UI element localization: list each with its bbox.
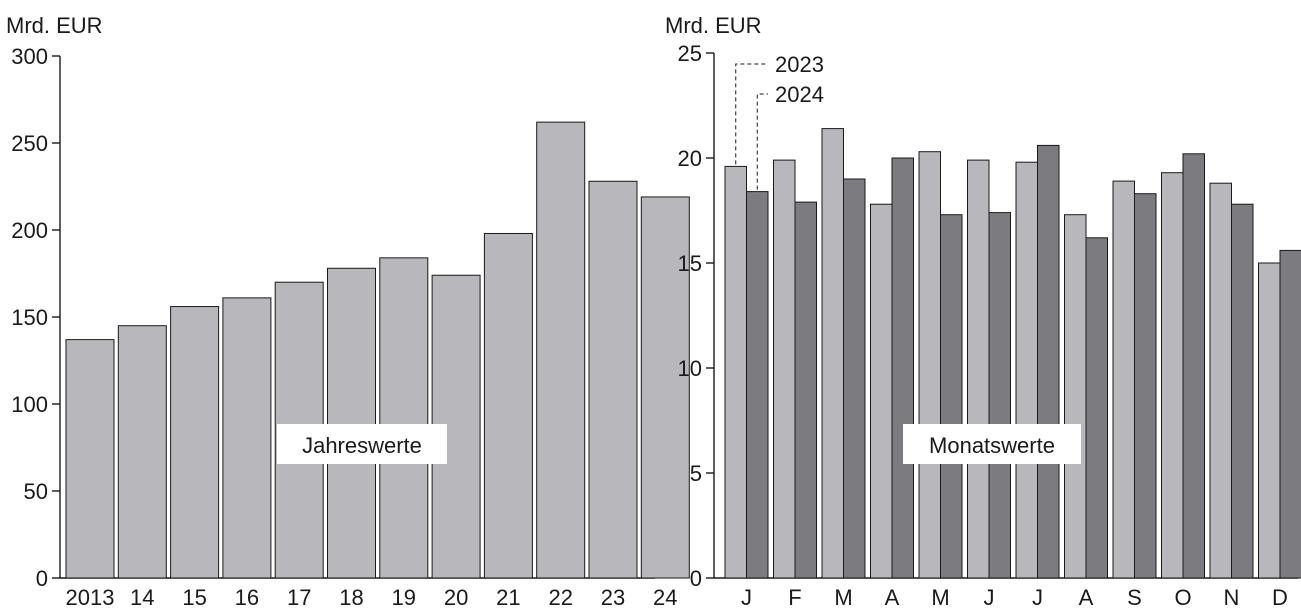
right-x-tick-label: M [834,585,852,609]
left-chart-annual: 0 50 100 150 200 250 300 2013 14 15 16 17 18 19 20 21 22… [11,44,690,610]
left-x-tick-label: 2013 [66,585,115,609]
right-x-tick-label: S [1127,585,1142,609]
right-bar-series-2 [1134,193,1157,579]
left-bar [640,196,690,579]
right-y-tick-label: 10 [678,356,702,381]
right-bar-series-2 [843,178,866,579]
right-y-tick-label: 20 [678,146,702,171]
left-bar [536,121,586,579]
left-bar [588,180,638,579]
right-x-tick-label: J [741,585,752,609]
left-x-tick-label: 14 [130,585,154,609]
right-bar-series-1 [724,165,747,579]
left-y-tick-label: 200 [11,218,48,243]
right-x-tick-label: J [984,585,995,609]
legend-label-2024: 2024 [775,82,824,107]
right-bar-series-1 [918,151,941,579]
right-x-tick-label: D [1272,585,1288,609]
left-x-tick-label: 17 [287,585,311,609]
right-x-tick-label: N [1224,585,1240,609]
right-bar-series-2 [1279,249,1301,579]
left-x-tick-label: 15 [182,585,206,609]
left-x-tick-label: 16 [235,585,259,609]
left-bar [117,325,167,579]
right-bar-series-2 [794,201,817,579]
right-annotation-box [903,424,1081,464]
left-bar [222,297,272,579]
left-y-tick-label: 300 [11,44,48,69]
right-annotation-label: Monatswerte [929,433,1055,458]
left-bar [379,257,429,579]
left-x-tick-label: 24 [653,585,677,609]
right-x-tick-label: A [885,585,900,609]
right-bar-series-2 [1182,153,1205,579]
right-bar-series-1 [1258,262,1281,579]
right-bar-series-2 [891,157,914,579]
legend-leader-2023 [735,63,768,165]
left-y-tick-label: 50 [24,479,48,504]
right-bar-series-2 [1037,144,1060,579]
left-annotation-label: Jahreswerte [302,433,422,458]
left-bar [327,267,376,579]
right-bar-series-1 [773,159,796,579]
right-y-tick-label: 0 [690,566,702,591]
left-x-tick-label: 20 [444,585,468,609]
left-y-tick-label: 100 [11,392,48,417]
left-y-tick-label: 150 [11,305,48,330]
right-bar-series-2 [988,212,1011,579]
left-x-tick-label: 22 [548,585,572,609]
left-x-tick-label: 18 [339,585,363,609]
left-bar [170,306,220,579]
right-x-tick-label: M [931,585,949,609]
left-x-tick-label: 21 [496,585,520,609]
right-bar-series-1 [870,203,893,579]
left-y-tick-label: 0 [36,566,48,591]
right-bar-series-1 [1015,161,1038,579]
right-y-tick-label: 15 [678,251,702,276]
right-bar-series-1 [1112,180,1135,579]
right-bar-series-1 [1064,214,1087,579]
left-annotation-box [277,424,447,464]
right-bar-series-2 [940,214,963,579]
right-y-tick-label: 25 [678,41,702,66]
right-bar-series-1 [967,159,990,579]
right-unit-label: Mrd. EUR [665,13,762,38]
right-y-tick-label: 5 [690,461,702,486]
right-bar-series-1 [1209,182,1232,579]
right-bar-series-2 [1085,237,1108,579]
left-bar [483,232,533,579]
right-bar-series-1 [1161,172,1184,579]
right-bar-series-2 [1231,203,1254,579]
right-bar-series-2 [746,191,769,579]
right-x-tick-label: A [1079,585,1094,609]
right-x-tick-label: O [1174,585,1191,609]
right-x-tick-label: J [1032,585,1043,609]
legend-label-2023: 2023 [775,52,824,77]
right-chart-monthly: 0 5 10 15 20 25 J F M A M J J A S O N D 2023 2024 Monatswert… [678,41,1301,610]
legend-leader-2024 [756,93,768,190]
right-bar-series-1 [821,128,844,579]
left-x-tick-label: 23 [601,585,625,609]
left-y-tick-label: 250 [11,131,48,156]
left-x-tick-label: 19 [392,585,416,609]
left-unit-label: Mrd. EUR [6,13,103,38]
left-bar [65,339,115,579]
right-x-tick-label: F [788,585,801,609]
